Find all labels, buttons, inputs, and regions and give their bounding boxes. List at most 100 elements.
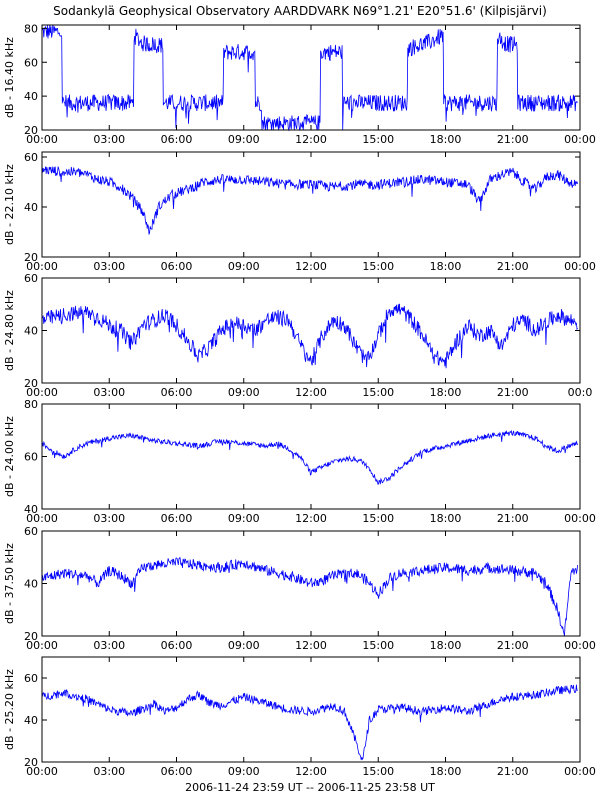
plot-frame [41,530,581,637]
x-tick-label: 15:00 [362,260,394,273]
y-tick-label: 40 [24,201,38,214]
x-tick-label: 21:00 [497,386,529,399]
panel-1: 20 40 60 80 00:00 03:00 06:00 09:00 12:00 15:00 18… [3,22,596,146]
trace-line [41,429,578,485]
x-tick-label: 09:00 [228,765,260,778]
y-tick-label: 20 [24,124,38,137]
x-tick-label: 18:00 [430,512,462,525]
x-tick-label: 21:00 [497,639,529,652]
y-tick-label: 20 [24,377,38,390]
plot-frame [41,24,581,131]
x-tick-label: 00:0 [568,386,593,399]
y-tick-label: 60 [24,151,38,164]
x-tick-label: 12:00 [295,260,327,273]
x-tick-label: 18:00 [430,260,462,273]
x-tick-label: 12:00 [295,386,327,399]
x-tick-label: 00:00 [26,639,58,652]
x-tick-label: 09:00 [228,386,260,399]
x-tick-label: 21:00 [497,133,529,146]
x-tick-label: 00:00 [26,765,58,778]
x-tick-label: 12:00 [295,512,327,525]
y-axis-label: dB - 16.40 kHz [3,37,16,118]
y-tick-label: 80 [24,22,38,35]
y-tick-label: 40 [24,325,38,338]
chart-title: Sodankylä Geophysical Observatory AARDDV… [53,4,547,18]
x-tick-label: 00:00 [26,133,58,146]
plot-frame [41,277,581,384]
trace-line [41,684,578,761]
x-tick-label: 15:00 [362,639,394,652]
x-tick-label: 21:00 [497,260,529,273]
x-tick-label: 18:00 [430,133,462,146]
x-tick-label: 03:00 [93,512,125,525]
y-tick-label: 60 [24,525,38,538]
time-range-footer: 2006-11-24 23:59 UT -- 2006-11-25 23:58 … [185,781,435,794]
x-tick-label: 06:00 [161,386,193,399]
y-tick-label: 20 [24,251,38,264]
x-tick-label: 00:00 [26,512,58,525]
plot-frame [41,151,581,258]
x-tick-label: 15:00 [362,765,394,778]
x-tick-label: 00:00 [564,260,596,273]
panel-3: 20 40 60 00:00 03:00 06:00 09:00 12:00 15:00 18:0… [3,272,592,399]
panel-2: 20 40 60 00:00 03:00 06:00 09:00 12:00 15:00 18:0… [3,151,596,273]
x-tick-label: 00:00 [564,133,596,146]
y-tick-label: 60 [24,451,38,464]
x-tick-label: 09:00 [228,133,260,146]
x-tick-label: 00:00 [564,765,596,778]
x-tick-label: 00:00 [564,639,596,652]
x-tick-label: 06:00 [161,512,193,525]
x-tick-label: 09:00 [228,260,260,273]
x-tick-label: 03:00 [93,765,125,778]
y-tick-label: 40 [24,503,38,516]
y-tick-label: 20 [24,756,38,769]
x-tick-label: 06:00 [161,260,193,273]
y-tick-label: 80 [24,398,38,411]
x-tick-label: 21:00 [497,765,529,778]
panel-6: 20 40 60 00:00 03:00 06:00 09:00 12:00 15:00 18:0… [3,656,596,778]
y-axis-label: dB - 24.80 kHz [3,290,16,371]
x-tick-label: 15:00 [362,386,394,399]
trace-line [41,557,578,637]
y-tick-label: 40 [24,714,38,727]
x-tick-label: 03:00 [93,260,125,273]
y-tick-label: 60 [24,56,38,69]
x-tick-label: 06:00 [161,133,193,146]
trace-line [41,24,578,132]
x-tick-label: 06:00 [161,639,193,652]
y-axis-label: dB - 25.20 kHz [3,669,16,750]
panel-4: 40 60 80 00:00 03:00 06:00 09:00 12:00 15:00 18:0… [3,398,596,525]
x-tick-label: 00:00 [26,260,58,273]
y-tick-label: 40 [24,90,38,103]
x-tick-label: 12:00 [295,133,327,146]
y-axis-label: dB - 22.10 kHz [3,164,16,245]
x-tick-label: 03:00 [93,133,125,146]
x-tick-label: 03:00 [93,639,125,652]
y-tick-label: 60 [24,672,38,685]
x-tick-label: 15:00 [362,133,394,146]
x-tick-label: 12:00 [295,639,327,652]
y-tick-label: 40 [24,578,38,591]
x-tick-label: 06:00 [161,765,193,778]
x-tick-label: 18:00 [430,765,462,778]
x-tick-label: 12:00 [295,765,327,778]
panel-5: 20 40 60 00:00 03:00 06:00 09:00 12:00 15:00 18:0… [3,525,596,652]
x-tick-label: 00:00 [564,512,596,525]
trace-line [41,165,578,235]
y-tick-label: 20 [24,630,38,643]
x-tick-label: 18:00 [430,386,462,399]
x-tick-label: 21:00 [497,512,529,525]
x-tick-label: 15:00 [362,512,394,525]
x-tick-label: 00:00 [26,386,58,399]
x-tick-label: 03:00 [93,386,125,399]
y-axis-label: dB - 24.00 kHz [3,416,16,497]
x-tick-label: 09:00 [228,512,260,525]
y-tick-label: 60 [24,272,38,285]
x-tick-label: 18:00 [430,639,462,652]
x-tick-label: 09:00 [228,639,260,652]
y-axis-label: dB - 37.50 kHz [3,543,16,624]
plot-frame [41,403,581,510]
